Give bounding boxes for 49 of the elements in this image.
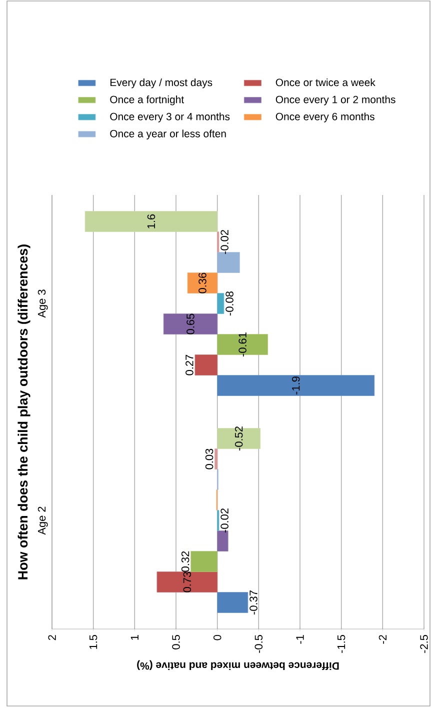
legend-label: Once every 6 months [276,112,374,122]
bar [190,551,218,572]
legend-label: Once a year or less often [110,130,226,140]
bar [194,354,218,376]
x-tick-label: -0.5 [254,634,263,653]
legend-label: Once every 1 or 2 months [276,96,396,106]
data-label: 0.65 [186,314,194,334]
x-tick-label: -1 [296,635,304,644]
y-tick-label: Age 3 [38,290,48,318]
legend-label: Every day / most days [110,78,212,88]
x-tick-label: 0 [213,634,222,640]
legend-label: Once or twice a week [276,78,376,86]
data-label: 0.73 [183,572,192,592]
x-tick-label: 0.5 [172,634,180,650]
x-tick-label: -1.5 [338,634,346,653]
data-label: 0.03 [205,448,214,470]
x-axis-title: Difference between mixed and native (%) [137,660,339,670]
bar [217,375,375,396]
data-label: 0.32 [181,551,190,572]
bar [214,448,218,470]
x-tick-label: -2.5 [420,634,428,653]
bar [163,314,218,334]
bar [217,252,240,273]
x-tick-label: 1 [130,635,138,640]
x-tick-label: 1.5 [90,634,98,649]
bar [217,428,261,449]
legend-label: Once a fortnight [110,96,184,106]
data-label: -0.08 [226,291,234,316]
x-tick-label: 2 [48,635,56,640]
bar [217,334,268,355]
bar [84,211,218,232]
data-label: 1.6 [147,214,156,228]
data-label: -1.9 [292,376,300,394]
text: How often does the child play outdoors (differences) [18,244,30,580]
data-label: 0.36 [198,272,206,294]
bar [217,530,228,552]
data-label: -0.61 [238,332,246,356]
bar [217,293,224,314]
data-label: -0.37 [250,590,258,615]
x-tick-label: -2 [378,635,386,644]
data-label: -0.52 [234,426,243,451]
data-label: -0.02 [220,508,228,533]
bar [217,592,248,613]
data-label: -0.02 [220,230,228,254]
y-tick-label: Age 2 [38,506,48,535]
legend-label: Once every 3 or 4 months [110,112,230,122]
data-label: 0.27 [186,354,194,376]
bar [187,272,218,294]
bar [156,572,218,592]
